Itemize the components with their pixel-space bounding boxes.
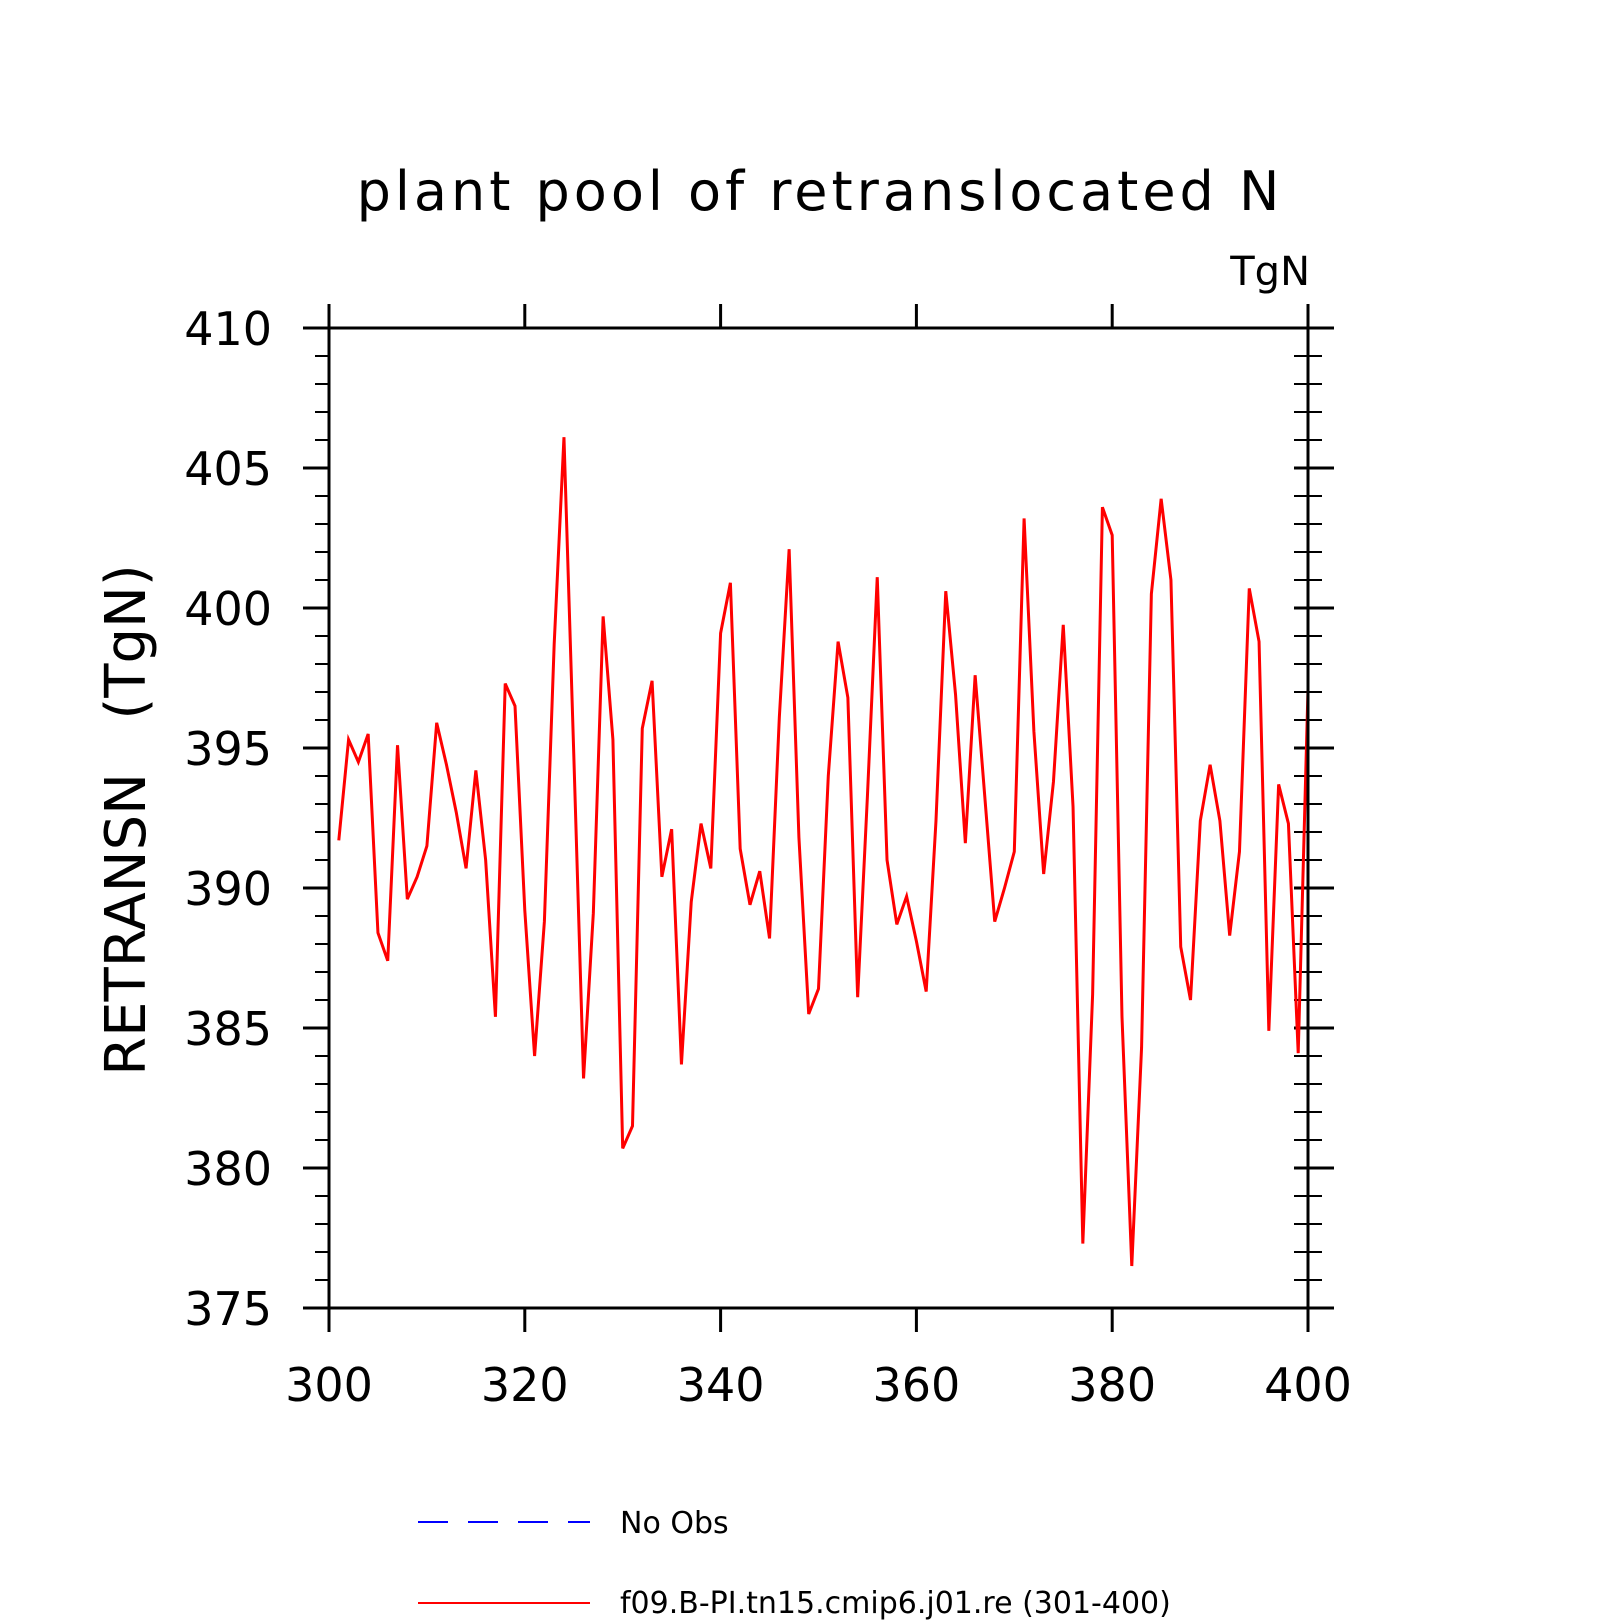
legend-label-model: f09.B-PI.tn15.cmip6.j01.re (301-400) bbox=[620, 1586, 1171, 1620]
y-axis-label: RETRANSN (TgN) bbox=[94, 564, 159, 1076]
x-tick-label-400: 400 bbox=[1264, 1358, 1352, 1412]
x-tick-label-320: 320 bbox=[481, 1358, 569, 1412]
units-label: TgN bbox=[1229, 249, 1310, 295]
legend-label-no-obs: No Obs bbox=[620, 1506, 729, 1541]
x-tick-label-380: 380 bbox=[1068, 1358, 1156, 1412]
y-tick-label-395: 395 bbox=[184, 722, 272, 776]
series-line-0 bbox=[337, 437, 1310, 1267]
y-tick-label-410: 410 bbox=[184, 302, 272, 356]
x-tick-label-360: 360 bbox=[872, 1358, 960, 1412]
x-tick-labels: 300 320 340 360 380 400 bbox=[285, 1358, 1352, 1412]
y-tick-label-400: 400 bbox=[184, 582, 272, 636]
series-layer bbox=[337, 437, 1310, 1267]
plot-frame bbox=[327, 326, 1310, 1310]
x-tick-marks bbox=[327, 304, 1310, 1332]
y-tick-label-390: 390 bbox=[184, 862, 272, 916]
legend: No Obs f09.B-PI.tn15.cmip6.j01.re (301-4… bbox=[418, 1506, 1171, 1620]
y-tick-label-385: 385 bbox=[184, 1002, 272, 1056]
x-tick-label-300: 300 bbox=[285, 1358, 373, 1412]
x-tick-label-340: 340 bbox=[677, 1358, 765, 1412]
y-tick-label-405: 405 bbox=[184, 442, 272, 496]
y-tick-label-375: 375 bbox=[184, 1282, 272, 1336]
y-tick-labels: 375 380 385 390 395 400 405 410 bbox=[184, 302, 272, 1336]
chart-title: plant pool of retranslocated N bbox=[357, 160, 1284, 223]
y-tick-label-380: 380 bbox=[184, 1142, 272, 1196]
